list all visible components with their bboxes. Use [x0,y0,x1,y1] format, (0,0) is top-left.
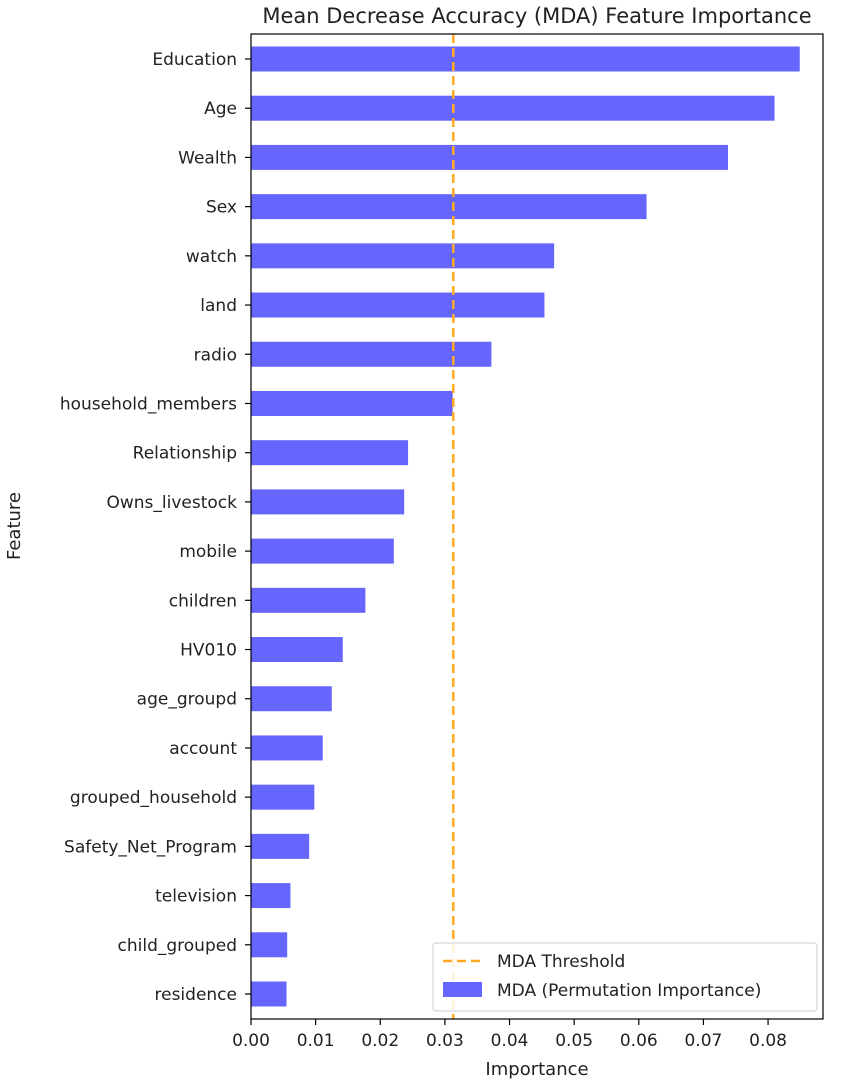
y-tick-label: land [200,296,237,316]
bar-children [251,587,366,613]
chart-title: Mean Decrease Accuracy (MDA) Feature Imp… [262,4,811,28]
legend-bar-swatch [443,982,482,997]
x-tick-layer: 0.00 0.01 0.02 0.03 0.04 0.05 0.06 0.07 0.08 [232,1019,787,1051]
bar-household_members [251,390,453,416]
y-tick-label: household_members [60,394,237,414]
x-tick-label: 0.00 [232,1031,270,1051]
y-tick-label: Sex [206,198,237,218]
bar-watch [251,243,555,269]
legend-bar-label: MDA (Permutation Importance) [497,981,761,1001]
bar-grouped_household [251,784,315,810]
y-tick-label: Education [152,50,237,70]
y-tick-label: Age [204,99,237,119]
bar-Sex [251,194,647,220]
y-tick-label: mobile [179,542,237,562]
y-tick-label: children [169,591,237,611]
bar-Owns_livestock [251,489,405,515]
x-tick-label: 0.05 [555,1031,593,1051]
x-tick-label: 0.04 [491,1031,529,1051]
x-tick-label: 0.03 [426,1031,464,1051]
y-tick-label: HV010 [180,641,237,661]
legend-box [432,942,818,1012]
bar-television [251,883,291,909]
y-tick-label: age_groupd [137,690,237,710]
bar-Safety_Net_Program [251,833,310,859]
x-axis-label: Importance [485,1059,588,1080]
bar-age_groupd [251,686,332,712]
y-tick-label: child_grouped [118,936,237,956]
bar-residence [251,981,287,1007]
bar-account [251,735,323,761]
bar-HV010 [251,637,343,663]
bar-Wealth [251,144,728,170]
y-tick-label: Owns_livestock [107,493,238,513]
y-tick-layer: Education Age Wealth Sex watch land radio house… [60,50,251,1005]
y-axis-label: Feature [4,492,25,560]
plot-frame [250,33,824,1020]
y-tick-label: residence [155,985,238,1005]
y-tick-label: Safety_Net_Program [64,837,237,857]
y-tick-label: watch [186,247,237,267]
x-tick-label: 0.07 [684,1031,722,1051]
y-tick-label: radio [194,345,237,365]
y-tick-label: grouped_household [70,788,237,808]
y-tick-label: account [169,739,237,759]
y-tick-label: Wealth [178,148,237,168]
legend-threshold-label: MDA Threshold [497,952,625,972]
bar-child_grouped [251,932,288,958]
bar-Age [251,95,775,121]
bars-layer [251,46,800,1007]
bar-Education [251,46,800,72]
legend: MDA Threshold MDA (Permutation Importanc… [432,942,818,1012]
x-tick-label: 0.01 [297,1031,335,1051]
x-tick-label: 0.08 [749,1031,787,1051]
bar-mobile [251,538,394,564]
y-tick-label: Relationship [133,444,237,464]
x-tick-label: 0.02 [361,1031,399,1051]
y-tick-label: television [155,887,237,907]
x-tick-label: 0.06 [620,1031,658,1051]
bar-land [251,292,545,318]
bar-Relationship [251,440,409,466]
bar-radio [251,341,492,367]
